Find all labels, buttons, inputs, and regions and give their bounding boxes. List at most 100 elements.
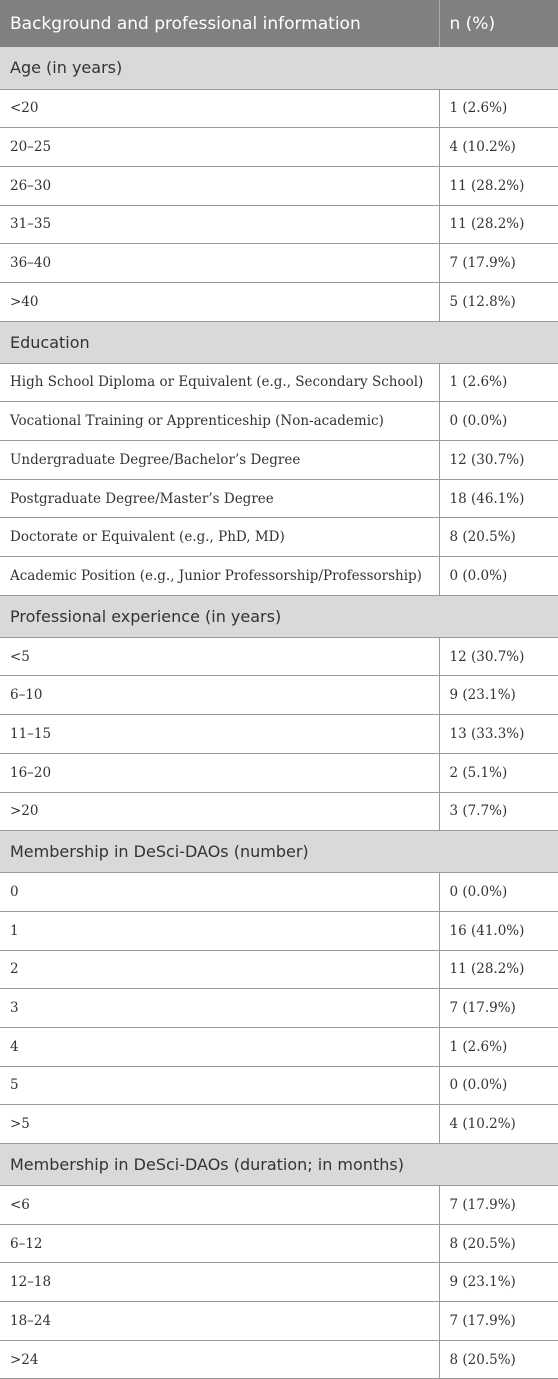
row-value: 7 (17.9%)	[439, 1301, 558, 1341]
row-label: >20	[0, 792, 440, 832]
row-value: 9 (23.1%)	[439, 675, 558, 716]
row-label: 26–30	[0, 166, 440, 206]
row-value: 1 (2.6%)	[439, 363, 558, 403]
row-value: 0 (0.0%)	[439, 1066, 558, 1106]
row-label: <6	[0, 1185, 440, 1225]
section-title: Professional experience (in years)	[0, 595, 558, 638]
row-value: 12 (30.7%)	[439, 440, 558, 480]
row-value: 13 (33.3%)	[439, 714, 558, 754]
table-row: <5 12 (30.7%)	[0, 637, 558, 677]
row-label: 12–18	[0, 1262, 440, 1303]
row-value: 16 (41.0%)	[439, 911, 558, 951]
row-label: >24	[0, 1340, 440, 1379]
table-row: High School Diploma or Equivalent (e.g.,…	[0, 363, 558, 403]
table-row: 6–10 9 (23.1%)	[0, 675, 558, 716]
row-label: 4	[0, 1027, 440, 1067]
row-value: 11 (28.2%)	[439, 950, 558, 990]
row-value: 0 (0.0%)	[439, 556, 558, 596]
row-label: 20–25	[0, 127, 440, 167]
row-value: 0 (0.0%)	[439, 401, 558, 441]
row-label: >40	[0, 282, 440, 322]
table-row: 16–20 2 (5.1%)	[0, 753, 558, 793]
table-row: 18–24 7 (17.9%)	[0, 1301, 558, 1341]
row-value: 8 (20.5%)	[439, 1340, 558, 1379]
row-value: 3 (7.7%)	[439, 792, 558, 832]
row-value: 1 (2.6%)	[439, 1027, 558, 1067]
row-label: Undergraduate Degree/Bachelor’s Degree	[0, 440, 440, 480]
table-row: 11–15 13 (33.3%)	[0, 714, 558, 754]
row-value: 7 (17.9%)	[439, 1185, 558, 1225]
row-label: 1	[0, 911, 440, 951]
table-row: >20 3 (7.7%)	[0, 792, 558, 832]
table-header-row: Background and professional information …	[0, 0, 558, 47]
row-label: 16–20	[0, 753, 440, 793]
row-label: High School Diploma or Equivalent (e.g.,…	[0, 363, 440, 403]
row-label: <5	[0, 637, 440, 677]
table-row: <6 7 (17.9%)	[0, 1185, 558, 1225]
row-label: 36–40	[0, 243, 440, 283]
row-value: 7 (17.9%)	[439, 243, 558, 283]
section-row: Age (in years)	[0, 47, 558, 90]
table-row: Undergraduate Degree/Bachelor’s Degree 12…	[0, 440, 558, 480]
row-value: 4 (10.2%)	[439, 1104, 558, 1144]
header-category: Background and professional information	[0, 0, 440, 47]
section-row: Professional experience (in years)	[0, 595, 558, 638]
table-row: 6–12 8 (20.5%)	[0, 1224, 558, 1264]
row-value: 11 (28.2%)	[439, 205, 558, 245]
table-body: Age (in years) <20 1 (2.6%) 20–25 4 (10.2%) 2…	[0, 47, 558, 1379]
row-value: 11 (28.2%)	[439, 166, 558, 206]
table-row: >24 8 (20.5%)	[0, 1340, 558, 1379]
section-row: Membership in DeSci-DAOs (duration; in m…	[0, 1143, 558, 1186]
table-row: 12–18 9 (23.1%)	[0, 1262, 558, 1303]
section-title: Membership in DeSci-DAOs (number)	[0, 830, 558, 874]
row-label: Doctorate or Equivalent (e.g., PhD, MD)	[0, 517, 440, 558]
row-value: 12 (30.7%)	[439, 637, 558, 677]
table-row: Vocational Training or Apprenticeship (N…	[0, 401, 558, 441]
row-label: Vocational Training or Apprenticeship (N…	[0, 401, 440, 441]
row-value: 8 (20.5%)	[439, 1224, 558, 1264]
row-value: 7 (17.9%)	[439, 988, 558, 1028]
row-value: 2 (5.1%)	[439, 753, 558, 793]
row-label: Academic Position (e.g., Junior Professo…	[0, 556, 440, 596]
section-title: Age (in years)	[0, 47, 558, 90]
row-label: 6–12	[0, 1224, 440, 1264]
row-label: 0	[0, 872, 440, 912]
table-row: 36–40 7 (17.9%)	[0, 243, 558, 283]
row-label: Postgraduate Degree/Master’s Degree	[0, 479, 440, 519]
table-row: Doctorate or Equivalent (e.g., PhD, MD) 8…	[0, 517, 558, 558]
section-title: Education	[0, 321, 558, 364]
section-row: Membership in DeSci-DAOs (number)	[0, 830, 558, 874]
row-label: 18–24	[0, 1301, 440, 1341]
row-value: 1 (2.6%)	[439, 89, 558, 129]
row-label: 6–10	[0, 675, 440, 716]
row-label: 5	[0, 1066, 440, 1106]
table-row: Academic Position (e.g., Junior Professo…	[0, 556, 558, 596]
row-value: 9 (23.1%)	[439, 1262, 558, 1303]
row-label: 31–35	[0, 205, 440, 245]
table-row: <20 1 (2.6%)	[0, 89, 558, 129]
table-row: 26–30 11 (28.2%)	[0, 166, 558, 206]
row-value: 5 (12.8%)	[439, 282, 558, 322]
row-value: 18 (46.1%)	[439, 479, 558, 519]
table-row: >5 4 (10.2%)	[0, 1104, 558, 1144]
table-row: 20–25 4 (10.2%)	[0, 127, 558, 167]
header-count: n (%)	[439, 0, 558, 47]
table-row: 1 16 (41.0%)	[0, 911, 558, 951]
section-row: Education	[0, 321, 558, 364]
table-row: 31–35 11 (28.2%)	[0, 205, 558, 245]
row-label: 2	[0, 950, 440, 990]
table-row: 2 11 (28.2%)	[0, 950, 558, 990]
row-value: 0 (0.0%)	[439, 872, 558, 912]
table-row: >40 5 (12.8%)	[0, 282, 558, 322]
row-value: 8 (20.5%)	[439, 517, 558, 558]
row-label: <20	[0, 89, 440, 129]
row-label: 3	[0, 988, 440, 1028]
section-title: Membership in DeSci-DAOs (duration; in m…	[0, 1143, 558, 1186]
table-row: Postgraduate Degree/Master’s Degree 18 (4…	[0, 479, 558, 519]
row-label: 11–15	[0, 714, 440, 754]
